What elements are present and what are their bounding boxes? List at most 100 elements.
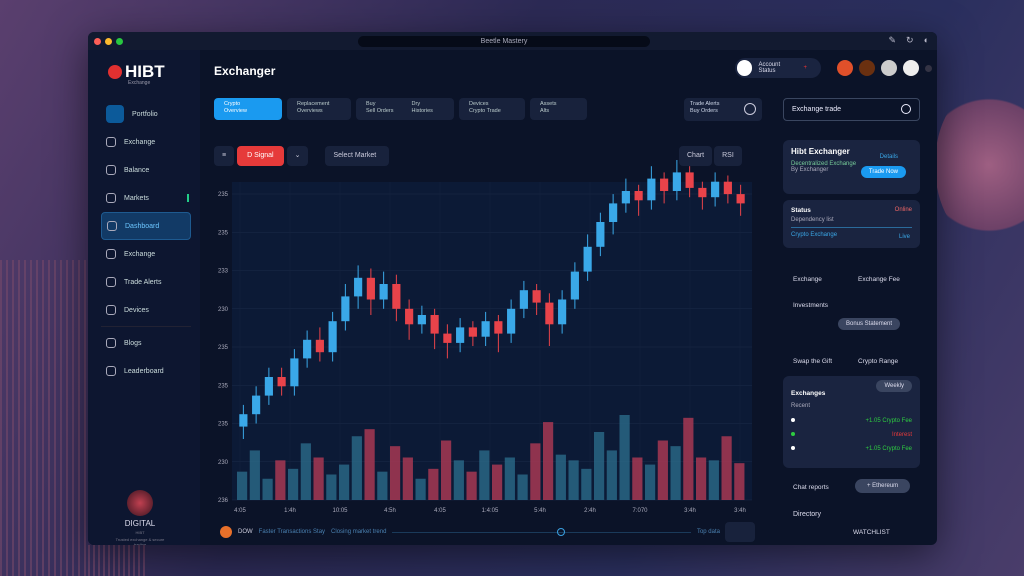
minimize-window-button[interactable] — [105, 37, 112, 45]
plus-icon: + — [803, 65, 807, 71]
sidebar-item-label: Exchange — [124, 138, 156, 146]
account-status-button[interactable]: Account Status + — [735, 58, 821, 78]
settings-icon — [106, 277, 116, 287]
trade-alerts-button[interactable]: Trade Alerts Buy Orders — [684, 98, 762, 121]
close-window-button[interactable] — [94, 37, 101, 45]
dow-badge-icon — [220, 526, 232, 538]
card-text: Dependency list — [791, 217, 834, 223]
title-bar: Beetle Mastery ✎ ↻ ◐ — [88, 32, 937, 50]
section-label: Exchange — [793, 276, 822, 283]
tab-crypto[interactable]: Crypto Overview — [214, 98, 282, 120]
address-bar[interactable]: Beetle Mastery — [358, 36, 650, 47]
avatar[interactable] — [881, 60, 897, 76]
sidebar-item-devices[interactable]: Devices — [101, 296, 191, 324]
chart-type-button[interactable]: Chart — [679, 146, 713, 166]
maximize-window-button[interactable] — [116, 37, 123, 45]
menu-button[interactable]: ≡ — [214, 146, 235, 166]
bank-icon — [106, 165, 116, 175]
watchlist-link[interactable]: WATCHLIST — [853, 529, 890, 536]
sidebar-item-leaderboard[interactable]: Leaderboard — [101, 357, 191, 385]
list-item: +1.05 Crypto Fee — [865, 446, 912, 452]
sidebar-item-exchange-2[interactable]: Exchange — [101, 240, 191, 268]
avatar[interactable] — [903, 60, 919, 76]
footer-text: Closing market trend — [331, 529, 387, 535]
sidebar-nav: Portfolio Exchange Balance Markets Dashb… — [101, 100, 191, 385]
tab-assets[interactable]: Assets Alts — [530, 98, 587, 120]
sidebar-item-label: Trade Alerts — [124, 278, 162, 286]
bonus-statement-button[interactable]: Bonus Statement — [838, 318, 901, 330]
status-card: Status Online Dependency list Crypto Exc… — [783, 200, 920, 248]
section-label: Chat reports — [793, 484, 829, 491]
tab-label: Histories — [411, 108, 433, 114]
search-icon[interactable] — [901, 104, 911, 114]
tab-label: Sell Orders — [366, 108, 394, 114]
footer-text: Faster Transactions Stay — [258, 529, 326, 535]
profile-note: Trusted exchange & secure trading — [115, 537, 165, 545]
ethereum-button[interactable]: + Ethereum — [855, 479, 911, 493]
page-title: Exchanger — [214, 64, 276, 78]
trade-now-button[interactable]: Trade Now — [860, 166, 906, 178]
background-decoration — [0, 260, 90, 576]
card-text: Decentralized Exchange — [791, 161, 857, 167]
tab-label: Overviews — [297, 108, 323, 114]
globe-icon — [106, 193, 116, 203]
tab-label: Crypto — [224, 101, 241, 107]
sidebar-item-markets[interactable]: Markets — [101, 184, 191, 212]
card-title: Hibt Exchanger — [791, 147, 850, 156]
export-button[interactable] — [725, 522, 755, 542]
sidebar-item-label: Exchange — [124, 250, 156, 258]
avatar[interactable] — [859, 60, 875, 76]
status-dot — [925, 64, 932, 72]
shield-icon[interactable]: ◐ — [923, 35, 929, 45]
avatar[interactable] — [837, 60, 853, 76]
tab-buy-sell[interactable]: Buy Sell Orders Dry Histories — [356, 98, 454, 120]
chart-toolbar: ≡ D Signal ⌄ Select Market — [214, 146, 390, 166]
chevron-down-icon[interactable]: ⌄ — [286, 146, 309, 166]
tab-devices[interactable]: Devices Crypto Trade — [459, 98, 525, 120]
sidebar-item-portfolio[interactable]: Portfolio — [101, 100, 191, 128]
exchange-fee-link[interactable]: Exchange Fee — [858, 276, 900, 283]
sidebar-item-dashboard[interactable]: Dashboard — [101, 212, 191, 240]
avatar — [127, 490, 153, 516]
chat-bubble-icon — [744, 103, 756, 115]
tab-label: Assets — [540, 101, 557, 107]
details-link[interactable]: Details — [879, 154, 898, 160]
right-panel: Exchange trade Hibt Exchanger Details De… — [783, 50, 923, 545]
notif-label: Trade Alerts — [690, 101, 720, 107]
sidebar-item-exchange[interactable]: Exchange — [101, 128, 191, 156]
pen-icon[interactable]: ✎ — [888, 35, 897, 45]
notif-label: Buy Orders — [690, 108, 718, 114]
tab-replacement[interactable]: Replacement Overviews — [287, 98, 351, 120]
sidebar-item-trade-alerts[interactable]: Trade Alerts — [101, 268, 191, 296]
chat-icon — [106, 338, 116, 348]
profile-card[interactable]: DIGITAL HIBT Trusted exchange & secure t… — [113, 490, 167, 545]
card-link[interactable]: Crypto Exchange — [791, 232, 838, 238]
logo-subtitle: Exchange — [128, 80, 151, 86]
tab-label: Buy — [366, 101, 376, 107]
sidebar-item-balance[interactable]: Balance — [101, 156, 191, 184]
tab-label: Devices — [469, 101, 489, 107]
select-market-button[interactable]: Select Market — [325, 146, 390, 166]
cards-icon — [106, 249, 116, 259]
card-text: Recent — [791, 403, 811, 409]
logo[interactable]: HIBT — [108, 62, 165, 82]
timeline-slider[interactable] — [392, 527, 691, 536]
sidebar-item-label: Balance — [124, 166, 150, 174]
signal-button[interactable]: D Signal — [237, 146, 284, 166]
indicator-button[interactable]: RSI — [714, 146, 742, 166]
header-right: Account Status + — [735, 58, 932, 78]
section-label: Investments — [793, 302, 829, 309]
search-input[interactable]: Exchange trade — [783, 98, 920, 121]
refresh-icon[interactable]: ↻ — [906, 35, 914, 45]
profile-name: DIGITAL — [124, 519, 156, 528]
crypto-range-link[interactable]: Crypto Range — [858, 358, 899, 365]
exchanges-card: Exchanges Weekly Recent +1.05 Crypto Fee… — [783, 376, 920, 468]
slider-handle[interactable] — [556, 527, 565, 536]
wallet-icon — [106, 105, 124, 123]
chart-right-tools: Chart RSI — [679, 146, 742, 166]
cube-icon — [106, 366, 116, 376]
card-title: Status — [791, 207, 811, 214]
weekly-button[interactable]: Weekly — [876, 380, 912, 392]
sidebar-item-blogs[interactable]: Blogs — [101, 329, 191, 357]
tab-label: Crypto Trade — [469, 108, 501, 114]
